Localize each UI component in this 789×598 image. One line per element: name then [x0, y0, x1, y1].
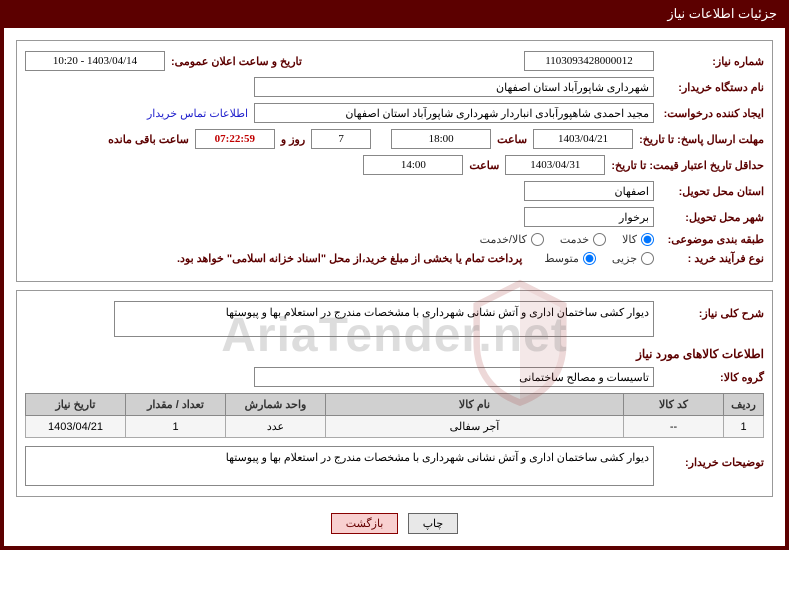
description-panel: شرح کلی نیاز: اطلاعات کالاهای مورد نیاز … [16, 290, 773, 497]
deadline-label: مهلت ارسال پاسخ: تا تاریخ: [633, 133, 764, 146]
buyer-desc-label: توضیحات خریدار: [654, 446, 764, 486]
th-code: کد کالا [624, 394, 724, 416]
overall-desc-label: شرح کلی نیاز: [654, 301, 764, 320]
cat-service-radio[interactable] [593, 233, 606, 246]
cat-goods-radio[interactable] [641, 233, 654, 246]
validity-time-input[interactable] [363, 155, 463, 175]
th-qty: تعداد / مقدار [126, 394, 226, 416]
button-row: چاپ بازگشت [16, 505, 773, 534]
th-row: ردیف [724, 394, 764, 416]
validity-label: حداقل تاریخ اعتبار قیمت: تا تاریخ: [605, 159, 764, 172]
requester-input[interactable] [254, 103, 654, 123]
announce-label: تاریخ و ساعت اعلان عمومی: [165, 55, 308, 68]
province-input[interactable] [524, 181, 654, 201]
th-date: تاریخ نیاز [26, 394, 126, 416]
contact-link[interactable]: اطلاعات تماس خریدار [147, 107, 254, 120]
buyer-org-label: نام دستگاه خریدار: [654, 81, 764, 94]
process-radio-group: جزیی متوسط [532, 252, 654, 265]
cat-both-label: کالا/خدمت [480, 233, 527, 246]
overall-desc-textarea[interactable] [114, 301, 654, 337]
need-number-input[interactable] [524, 51, 654, 71]
cat-both-radio[interactable] [531, 233, 544, 246]
announce-input[interactable] [25, 51, 165, 71]
category-label: طبقه بندی موضوعی: [654, 233, 764, 246]
cell-unit: عدد [226, 416, 326, 438]
buyer-desc-textarea[interactable] [25, 446, 654, 486]
proc-small-radio[interactable] [641, 252, 654, 265]
days-input[interactable] [311, 129, 371, 149]
cell-date: 1403/04/21 [26, 416, 126, 438]
items-table: ردیف کد کالا نام کالا واحد شمارش تعداد /… [25, 393, 764, 438]
page-header: جزئیات اطلاعات نیاز [0, 0, 789, 28]
need-number-label: شماره نیاز: [654, 55, 764, 68]
remaining-time-input[interactable] [195, 129, 275, 149]
main-container: AriaTender.net شماره نیاز: تاریخ و ساعت … [0, 28, 789, 550]
th-unit: واحد شمارش [226, 394, 326, 416]
time-label-2: ساعت [463, 159, 505, 172]
remaining-label: ساعت باقی مانده [102, 133, 195, 146]
cell-qty: 1 [126, 416, 226, 438]
cell-row: 1 [724, 416, 764, 438]
buyer-org-input[interactable] [254, 77, 654, 97]
city-input[interactable] [524, 207, 654, 227]
details-panel: شماره نیاز: تاریخ و ساعت اعلان عمومی: نا… [16, 40, 773, 282]
city-label: شهر محل تحویل: [654, 211, 764, 224]
cat-goods-label: کالا [622, 233, 637, 246]
items-section-title: اطلاعات کالاهای مورد نیاز [25, 347, 764, 361]
requester-label: ایجاد کننده درخواست: [654, 107, 764, 120]
cell-name: آجر سفالی [326, 416, 624, 438]
time-label-1: ساعت [491, 133, 533, 146]
th-name: نام کالا [326, 394, 624, 416]
province-label: استان محل تحویل: [654, 185, 764, 198]
cat-service-label: خدمت [560, 233, 589, 246]
page-title: جزئیات اطلاعات نیاز [667, 6, 777, 21]
group-input[interactable] [254, 367, 654, 387]
deadline-date-input[interactable] [533, 129, 633, 149]
category-radio-group: کالا خدمت کالا/خدمت [468, 233, 654, 246]
days-label: روز و [275, 133, 311, 146]
print-button[interactable]: چاپ [408, 513, 459, 534]
back-button[interactable]: بازگشت [331, 513, 399, 534]
proc-medium-radio[interactable] [583, 252, 596, 265]
process-label: نوع فرآیند خرید : [654, 252, 764, 265]
group-label: گروه کالا: [654, 371, 764, 384]
deadline-time-input[interactable] [391, 129, 491, 149]
proc-medium-label: متوسط [544, 252, 579, 265]
payment-note: پرداخت تمام یا بخشی از مبلغ خرید،از محل … [177, 252, 532, 265]
validity-date-input[interactable] [505, 155, 605, 175]
table-row: 1--آجر سفالیعدد11403/04/21 [26, 416, 764, 438]
cell-code: -- [624, 416, 724, 438]
proc-small-label: جزیی [612, 252, 637, 265]
